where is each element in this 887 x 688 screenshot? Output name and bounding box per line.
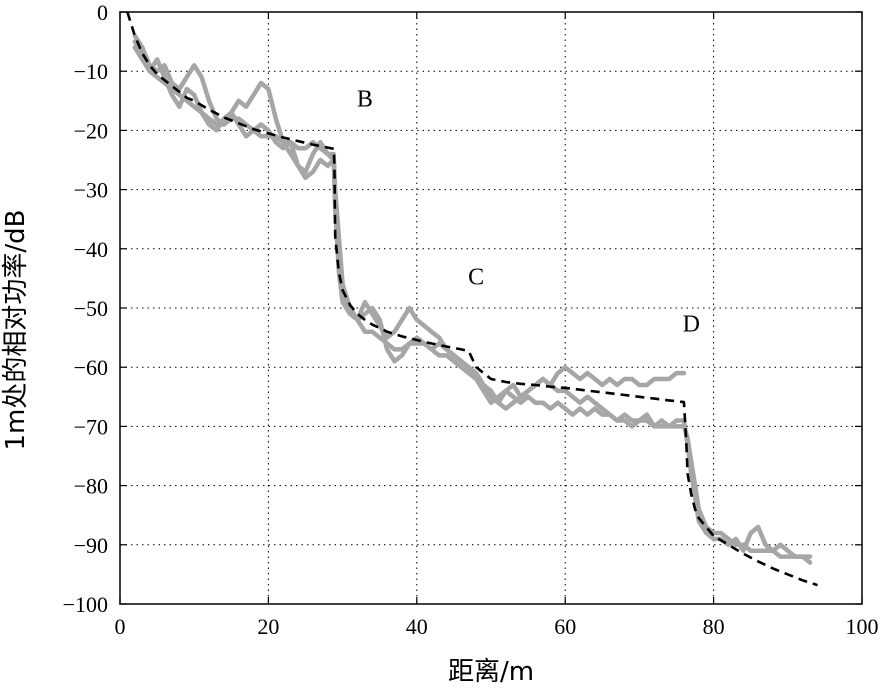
y-tick-label: −50 [74, 296, 108, 321]
y-tick-label: −80 [74, 474, 108, 499]
y-tick-label: −20 [74, 118, 108, 143]
series-layer [126, 11, 818, 587]
annotation-label-b: B [357, 87, 373, 113]
y-tick-label: −90 [74, 533, 108, 558]
annotations: B C D [357, 87, 700, 338]
x-axis-title: 距离/m [448, 657, 534, 687]
y-tick-label: −100 [63, 592, 108, 617]
fitted-curve-line [126, 11, 818, 587]
ticks [119, 11, 863, 605]
y-tick-label: −30 [74, 178, 108, 203]
y-tick-label: −40 [74, 237, 108, 262]
y-tick-label: −60 [74, 355, 108, 380]
y-axis-title: 1m处的相对功率/dB [1, 210, 31, 451]
x-tick-label: 60 [554, 614, 576, 639]
x-tick-label: 80 [703, 614, 725, 639]
x-tick-label: 20 [257, 614, 279, 639]
annotation-label-c: C [468, 264, 484, 290]
measured-series-line-3 [132, 39, 813, 565]
y-tick-label: 0 [97, 0, 108, 25]
tick-labels: 0 20 40 60 80 100 0 −10 −20 −30 −40 −50 −60 −70 −80 −90… [63, 0, 879, 639]
annotation-label-d: D [683, 312, 700, 338]
y-tick-label: −70 [74, 414, 108, 439]
x-tick-label: 40 [406, 614, 428, 639]
x-tick-label: 100 [846, 614, 879, 639]
grid [120, 12, 862, 604]
x-tick-label: 0 [115, 614, 126, 639]
y-tick-label: −10 [74, 59, 108, 84]
